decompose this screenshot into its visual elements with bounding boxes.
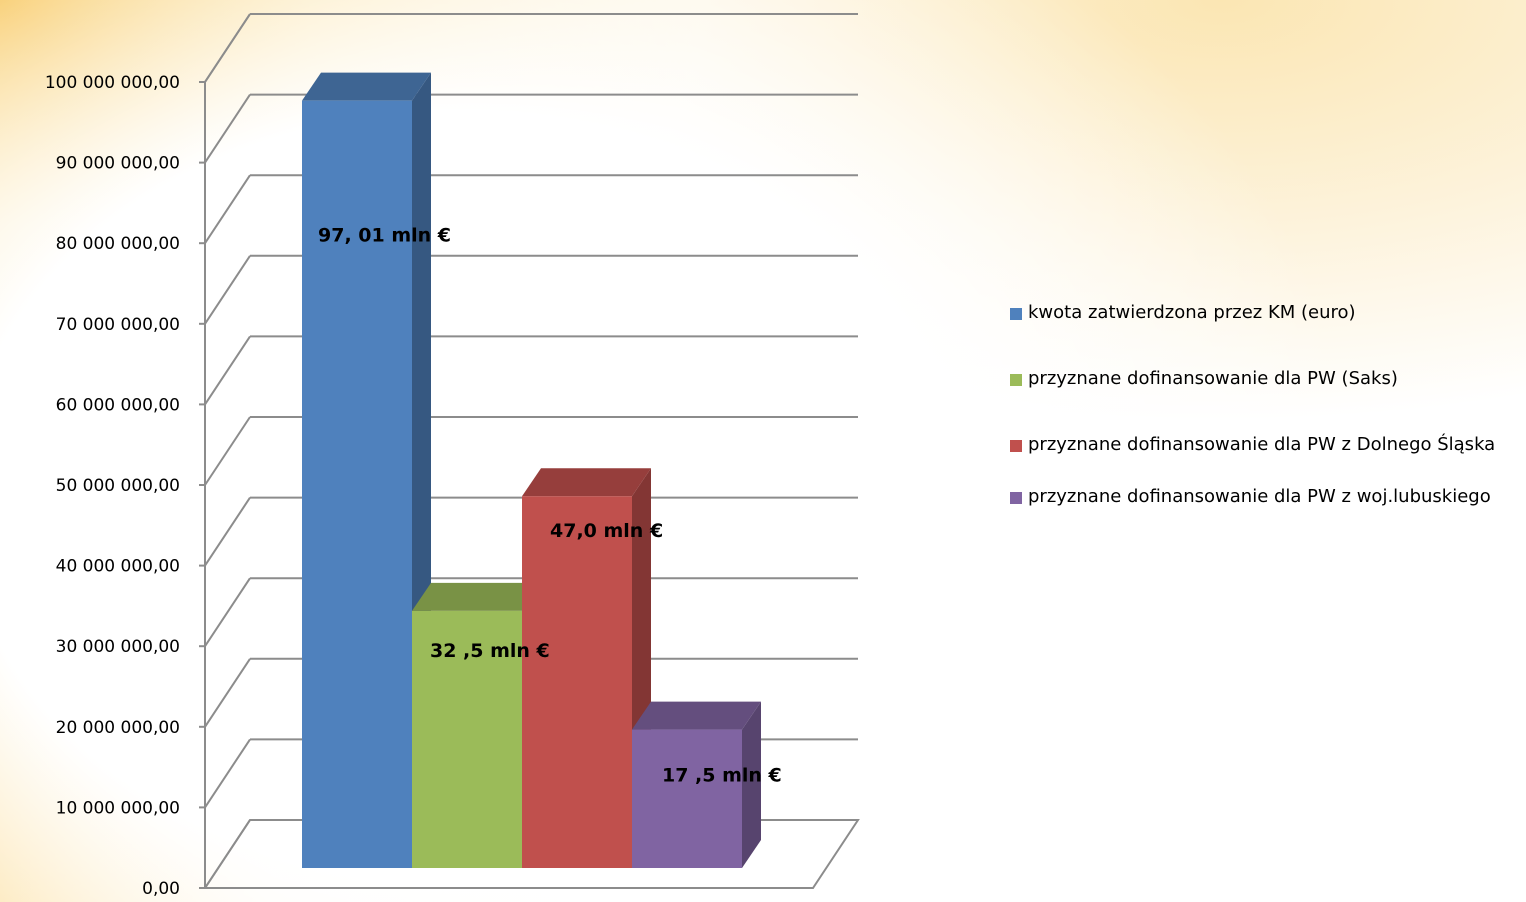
y-tick-label: 80 000 000,00: [56, 234, 180, 254]
y-axis-tick-labels: 0,00 10 000 000,00 20 000 000,00 30 000 000…: [45, 73, 180, 899]
y-tick-label: 50 000 000,00: [56, 476, 180, 496]
bar-top: [632, 701, 761, 730]
y-tick-label: 20 000 000,00: [56, 718, 180, 738]
gridline-side: [204, 94, 251, 164]
data-label: 97, 01 mln €: [318, 225, 451, 247]
legend-label: przyznane dofinansowanie dla PW z woj.lu…: [1028, 486, 1491, 507]
legend-item: przyznane dofinansowanie dla PW (Saks): [1010, 366, 1520, 392]
bar-front: [412, 610, 522, 868]
legend-item: przyznane dofinansowanie dla PW z woj.lu…: [1010, 484, 1520, 510]
legend-label: przyznane dofinansowanie dla PW (Saks): [1028, 368, 1398, 389]
legend: kwota zatwierdzona przez KM (euro) przyzn…: [1010, 300, 1520, 510]
data-labels: 97, 01 mln € 32 ,5 mln € 47,0 mln € 17 ,5 m…: [318, 225, 782, 787]
gridline-side: [204, 174, 251, 244]
legend-swatch: [1010, 308, 1022, 320]
bar-front: [522, 496, 632, 868]
y-tick-label: 40 000 000,00: [56, 557, 180, 577]
gridline-side: [204, 416, 251, 486]
bar-4: [632, 701, 761, 868]
y-tick-label: 100 000 000,00: [45, 73, 180, 93]
data-label: 17 ,5 mln €: [662, 765, 782, 787]
legend-label: kwota zatwierdzona przez KM (euro): [1028, 302, 1356, 323]
y-tick-label: 90 000 000,00: [56, 154, 180, 174]
bar-side: [742, 701, 761, 868]
bar-front: [302, 100, 412, 869]
bar-top: [302, 72, 431, 101]
legend-swatch: [1010, 440, 1022, 452]
gridline-side: [204, 13, 251, 83]
bar-top: [522, 468, 651, 497]
gridline-side: [204, 658, 251, 728]
y-tick-label: 10 000 000,00: [56, 798, 180, 818]
gridline-side: [204, 497, 251, 567]
bar-1: [302, 72, 431, 869]
y-tick-label: 0,00: [142, 879, 180, 899]
bar-front: [632, 729, 742, 868]
bar-2: [412, 582, 541, 868]
y-tick-label: 30 000 000,00: [56, 637, 180, 657]
data-label: 32 ,5 mln €: [430, 640, 550, 662]
legend-label: przyznane dofinansowanie dla PW z Dolneg…: [1028, 434, 1496, 455]
gridline-side: [204, 738, 251, 808]
data-label: 47,0 mln €: [550, 520, 663, 542]
gridline-side: [204, 577, 251, 647]
bars: [302, 72, 761, 869]
gridline-side: [204, 819, 251, 889]
bar-top: [412, 582, 541, 611]
y-tick-label: 60 000 000,00: [56, 395, 180, 415]
legend-item: przyznane dofinansowanie dla PW z Dolneg…: [1010, 432, 1520, 458]
legend-swatch: [1010, 492, 1022, 504]
legend-swatch: [1010, 374, 1022, 386]
y-tick-label: 70 000 000,00: [56, 315, 180, 335]
gridline-side: [204, 335, 251, 405]
legend-item: kwota zatwierdzona przez KM (euro): [1010, 300, 1520, 326]
gridline-side: [204, 255, 251, 325]
